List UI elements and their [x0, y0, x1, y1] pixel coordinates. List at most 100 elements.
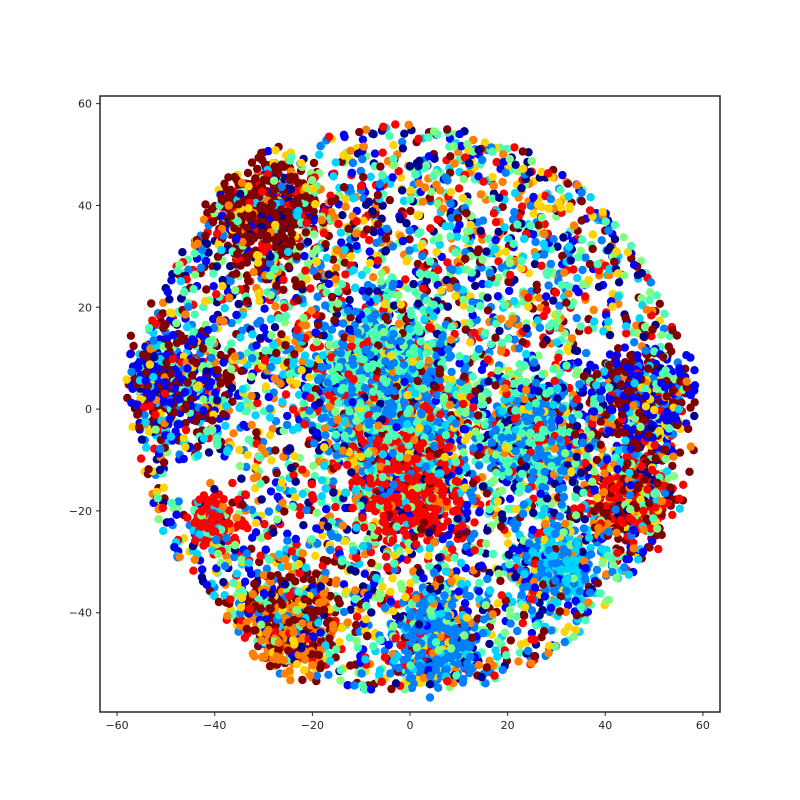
scatter-point	[586, 543, 595, 553]
scatter-point	[506, 636, 515, 645]
scatter-point	[332, 263, 341, 272]
scatter-point	[296, 158, 306, 168]
scatter-point	[509, 239, 518, 248]
scatter-point	[621, 322, 631, 331]
scatter-point	[142, 443, 151, 452]
scatter-point	[675, 448, 685, 457]
scatter-point	[690, 366, 699, 375]
scatter-point	[576, 322, 585, 331]
scatter-point	[235, 461, 245, 471]
scatter-point	[271, 446, 280, 455]
scatter-point	[189, 566, 198, 575]
scatter-point	[247, 158, 257, 167]
scatter-point	[325, 634, 334, 643]
scatter-point	[303, 259, 313, 268]
scatter-point	[338, 319, 348, 328]
scatter-point	[476, 301, 485, 311]
scatter-point	[398, 186, 407, 195]
scatter-point	[563, 601, 573, 610]
scatter-point	[630, 338, 639, 347]
scatter-point	[637, 294, 646, 303]
scatter-point	[352, 523, 361, 532]
scatter-point	[524, 269, 533, 278]
scatter-point	[242, 462, 251, 472]
scatter-point	[581, 616, 590, 625]
scatter-point	[684, 424, 693, 434]
scatter-point	[345, 633, 354, 642]
scatter-point	[255, 557, 264, 567]
scatter-point	[654, 544, 663, 554]
scatter-point	[513, 626, 522, 636]
scatter-point	[237, 555, 246, 564]
scatter-point	[544, 281, 553, 290]
scatter-point	[622, 554, 631, 564]
scatter-point	[569, 265, 578, 274]
scatter-point	[343, 681, 352, 690]
scatter-point	[174, 497, 183, 506]
scatter-point	[406, 206, 415, 216]
scatter-point	[556, 185, 565, 194]
scatter-point	[504, 504, 513, 514]
scatter-point	[505, 494, 515, 503]
scatter-point	[411, 288, 420, 297]
scatter-point	[578, 265, 587, 275]
scatter-point	[210, 485, 219, 494]
scatter-point	[193, 451, 203, 460]
scatter-point	[598, 559, 607, 568]
scatter-point	[508, 597, 517, 607]
scatter-point	[255, 296, 264, 306]
scatter-point	[272, 468, 281, 478]
scatter-point	[294, 559, 303, 569]
scatter-point	[283, 411, 292, 421]
scatter-point	[619, 233, 628, 242]
scatter-point	[409, 567, 418, 576]
scatter-point	[582, 348, 591, 358]
scatter-point	[232, 569, 242, 578]
scatter-point	[580, 515, 590, 524]
scatter-point	[503, 539, 513, 548]
scatter-point	[321, 301, 330, 310]
scatter-point	[328, 477, 338, 486]
scatter-point	[577, 188, 586, 197]
scatter-point	[679, 480, 688, 489]
scatter-point	[152, 487, 161, 497]
scatter-point	[247, 420, 256, 430]
scatter-point	[549, 296, 558, 305]
scatter-point	[206, 478, 215, 488]
scatter-point	[242, 406, 252, 415]
scatter-point	[380, 646, 389, 656]
scatter-point	[571, 284, 581, 293]
scatter-point	[251, 518, 261, 528]
scatter-point	[489, 476, 499, 485]
scatter-point	[209, 269, 218, 278]
scatter-point	[397, 640, 407, 649]
scatter-point	[248, 649, 257, 658]
scatter-point	[387, 684, 396, 694]
scatter-point	[201, 231, 210, 240]
scatter-point	[198, 565, 207, 574]
scatter-point	[273, 492, 282, 501]
scatter-point	[294, 390, 304, 399]
scatter-point	[365, 247, 374, 256]
scatter-point	[413, 211, 423, 220]
scatter-point	[686, 442, 695, 451]
scatter-point	[204, 448, 214, 457]
scatter-point	[358, 135, 368, 144]
scatter-point	[216, 379, 225, 388]
scatter-point	[281, 311, 291, 321]
scatter-point	[247, 505, 257, 515]
scatter-point	[648, 536, 657, 546]
scatter-point	[614, 278, 624, 287]
scatter-point	[570, 504, 579, 513]
scatter-point	[498, 202, 507, 212]
scatter-point	[228, 478, 237, 488]
scatter-point	[627, 254, 636, 263]
scatter-point	[283, 529, 292, 538]
scatter-point	[622, 329, 631, 338]
scatter-point	[230, 552, 239, 562]
scatter-point	[659, 324, 669, 333]
scatter-point	[352, 620, 361, 630]
scatter-point	[584, 326, 593, 335]
scatter-point	[621, 313, 630, 322]
